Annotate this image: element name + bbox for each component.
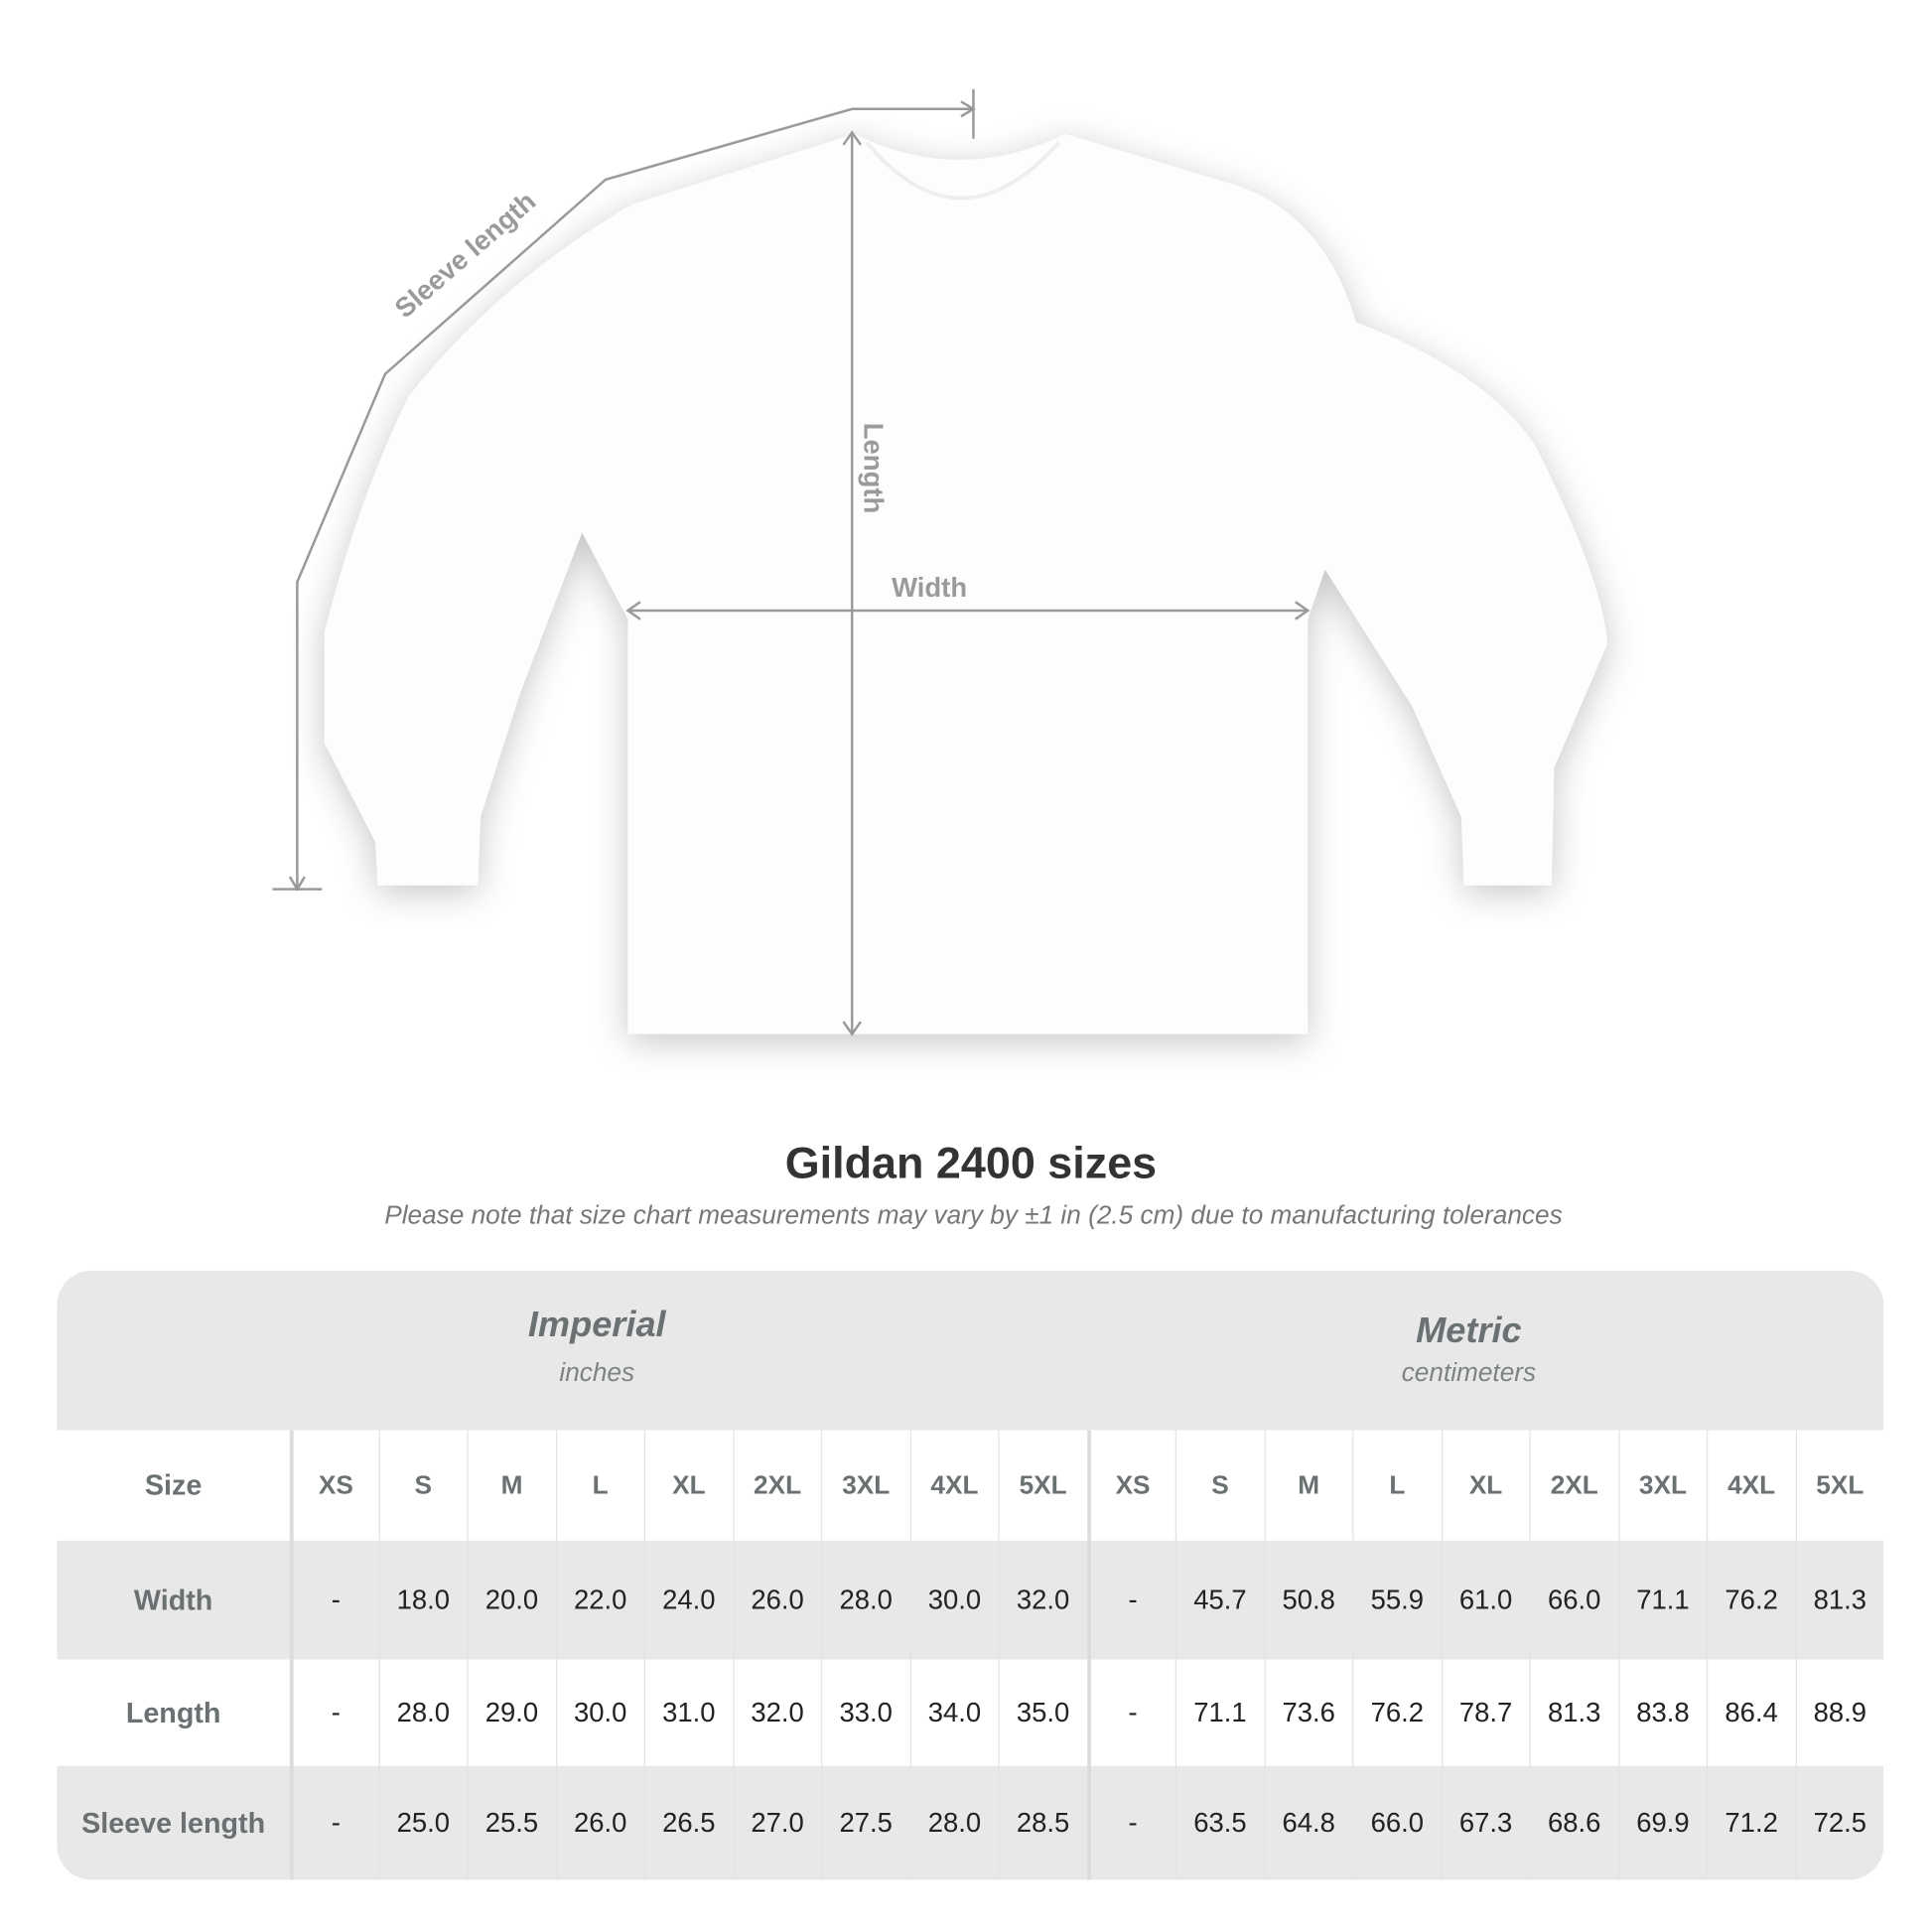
size-header-cell: L	[1352, 1430, 1441, 1541]
table-cell: 24.0	[643, 1540, 733, 1660]
table-cell: 32.0	[732, 1659, 821, 1766]
table-cell: 26.0	[555, 1765, 643, 1880]
imperial-title: Imperial	[527, 1305, 666, 1345]
table-cell: 66.0	[1529, 1540, 1618, 1660]
table-cell: -	[289, 1765, 378, 1880]
table-cell: 50.8	[1263, 1540, 1352, 1660]
table-cell: 88.9	[1795, 1659, 1883, 1766]
table-row: Sleeve length -25.0 25.5 26.0 26.5 27.0 27.5 28…	[57, 1765, 1884, 1880]
size-header-cell: 2XL	[732, 1430, 821, 1541]
table-cell: 76.2	[1706, 1540, 1795, 1660]
table-cell: 71.1	[1174, 1659, 1264, 1766]
table-cell: 22.0	[555, 1540, 643, 1660]
table-cell: 31.0	[643, 1659, 733, 1766]
measure-lines	[272, 88, 1311, 1036]
size-header-cell: 4XL	[909, 1430, 998, 1541]
table-cell: 25.5	[467, 1765, 555, 1880]
row-label: Width	[133, 1583, 213, 1616]
table-cell: 86.4	[1706, 1659, 1795, 1766]
table-cell: -	[1086, 1659, 1175, 1766]
table-cell: 68.6	[1529, 1765, 1618, 1880]
table-cell: 64.8	[1263, 1765, 1352, 1880]
table-cell: 55.9	[1352, 1540, 1441, 1660]
table-cell: 73.6	[1263, 1659, 1352, 1766]
size-header-cell: 2XL	[1529, 1430, 1618, 1541]
table-header-band	[57, 1270, 1884, 1431]
table-cell: -	[1086, 1540, 1175, 1660]
table-cell: 76.2	[1352, 1659, 1441, 1766]
metric-title: Metric	[1416, 1311, 1522, 1351]
size-header-cell: S	[378, 1430, 467, 1541]
size-header-cell: M	[1263, 1430, 1352, 1541]
size-header-cell: 3XL	[821, 1430, 909, 1541]
table-cell: 78.7	[1441, 1659, 1529, 1766]
imperial-header: Imperial inches	[349, 1306, 845, 1389]
shirt-shape	[324, 133, 1608, 1035]
table-cell: 71.1	[1617, 1540, 1707, 1660]
table-row: Width -18.0 20.0 22.0 24.0 26.0 28.0 30.0 32.0-4…	[57, 1540, 1884, 1660]
size-header-cell: 5XL	[998, 1430, 1086, 1541]
table-cell: 81.3	[1795, 1540, 1883, 1660]
size-header-cell: XS	[289, 1430, 378, 1541]
size-header-cell: 5XL	[1795, 1430, 1883, 1541]
table-cell: 30.0	[555, 1659, 643, 1766]
size-header-row: Size XS S M L XL 2XL 3XL 4XL 5XL XS S M L XL 2XL 3XL 4XL 5…	[57, 1430, 1884, 1541]
table-cell: -	[1086, 1765, 1175, 1880]
table-cell: 63.5	[1174, 1765, 1264, 1880]
table-cell: 28.5	[998, 1765, 1086, 1880]
size-header-cell: 4XL	[1706, 1430, 1795, 1541]
table-cell: 18.0	[378, 1540, 467, 1660]
long-sleeve-shirt-diagram	[272, 88, 1608, 1036]
row-label: Size	[144, 1468, 203, 1501]
table-cell: 69.9	[1617, 1765, 1707, 1880]
table-cell: 27.5	[821, 1765, 909, 1880]
table-cell: 26.5	[643, 1765, 733, 1880]
tolerance-note: Please note that size chart measurements…	[384, 1200, 1563, 1230]
table-cell: 81.3	[1529, 1659, 1618, 1766]
width-label: Width	[892, 572, 968, 604]
table-cell: 67.3	[1441, 1765, 1529, 1880]
table-cell: 33.0	[821, 1659, 909, 1766]
size-header-cell: XL	[1441, 1430, 1529, 1541]
table-row: Length -28.0 29.0 30.0 31.0 32.0 33.0 34.0 35.0-…	[57, 1659, 1884, 1766]
table-cell: -	[289, 1540, 378, 1660]
table-cell: -	[289, 1659, 378, 1766]
size-header-cell: XL	[643, 1430, 733, 1541]
table-cell: 28.0	[821, 1540, 909, 1660]
table-cell: 61.0	[1441, 1540, 1529, 1660]
table-cell: 45.7	[1174, 1540, 1264, 1660]
imperial-unit: inches	[559, 1358, 635, 1388]
size-table: Imperial inches Metric centimeters Size X…	[57, 1270, 1884, 1880]
size-header-cell: S	[1174, 1430, 1264, 1541]
size-header-cell: 3XL	[1617, 1430, 1707, 1541]
table-cell: 35.0	[998, 1659, 1086, 1766]
row-label: Sleeve length	[81, 1806, 266, 1839]
table-cell: 20.0	[467, 1540, 555, 1660]
table-cell: 66.0	[1352, 1765, 1441, 1880]
metric-header: Metric centimeters	[1221, 1311, 1717, 1388]
table-cell: 26.0	[732, 1540, 821, 1660]
page-title: Gildan 2400 sizes	[784, 1137, 1158, 1188]
length-label: Length	[858, 422, 890, 514]
metric-unit: centimeters	[1401, 1358, 1537, 1388]
table-cell: 32.0	[998, 1540, 1086, 1660]
table-cell: 83.8	[1617, 1659, 1707, 1766]
size-header-cell: L	[555, 1430, 643, 1541]
table-cell: 30.0	[909, 1540, 998, 1660]
table-cell: 27.0	[732, 1765, 821, 1880]
size-header-cell: M	[467, 1430, 555, 1541]
row-label: Length	[125, 1696, 221, 1728]
table-cell: 71.2	[1706, 1765, 1795, 1880]
table-cell: 72.5	[1795, 1765, 1883, 1880]
table-cell: 25.0	[378, 1765, 467, 1880]
table-cell: 28.0	[909, 1765, 998, 1880]
size-header-cell: XS	[1086, 1430, 1175, 1541]
table-cell: 28.0	[378, 1659, 467, 1766]
table-cell: 34.0	[909, 1659, 998, 1766]
neck-collar	[865, 141, 1060, 201]
table-cell: 29.0	[467, 1659, 555, 1766]
